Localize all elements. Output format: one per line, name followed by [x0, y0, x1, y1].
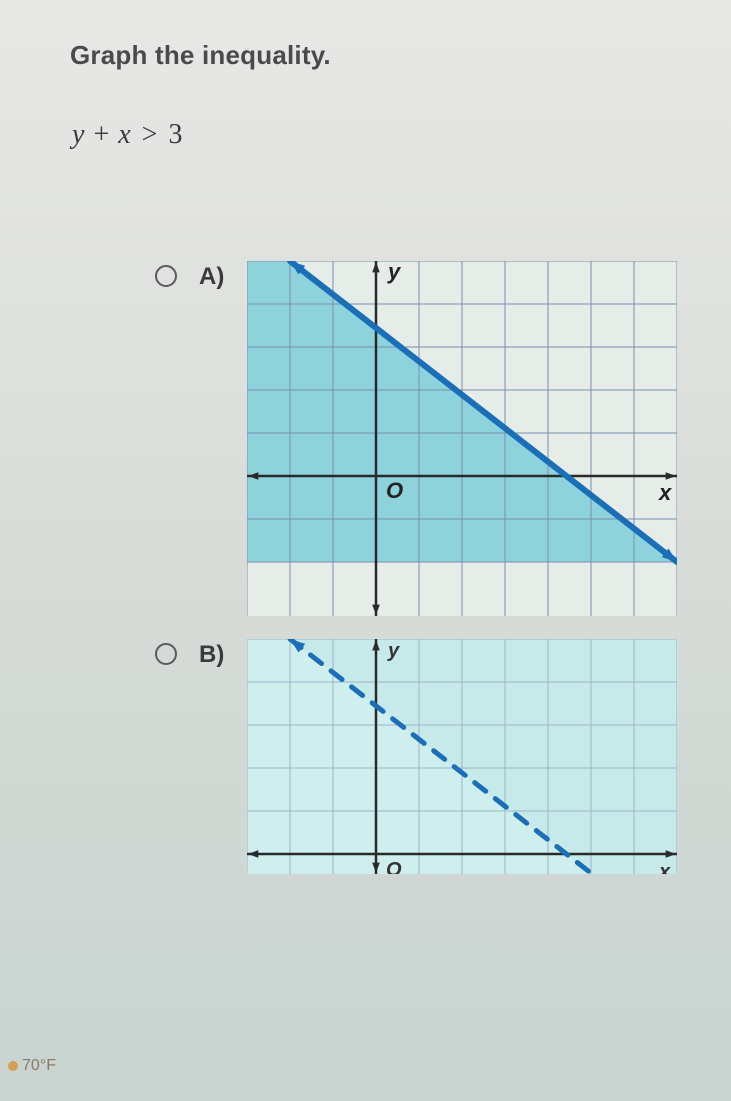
expr-plus: + [93, 119, 109, 150]
option-a-graph: y x O [247, 261, 677, 621]
svg-text:O: O [386, 859, 402, 874]
inequality-expression: y + x > 3 [72, 119, 671, 151]
option-b-row[interactable]: B) y x O [155, 639, 671, 879]
option-b-graph: y x O [247, 639, 677, 879]
radio-icon[interactable] [155, 643, 177, 665]
sun-icon [8, 1061, 18, 1071]
expr-x: x [118, 119, 130, 150]
svg-text:y: y [387, 640, 400, 662]
option-b-label: B) [199, 641, 233, 669]
radio-icon[interactable] [155, 265, 177, 287]
svg-text:x: x [658, 861, 671, 874]
expr-y: y [72, 119, 84, 150]
question-title: Graph the inequality. [70, 40, 671, 71]
option-a-label: A) [199, 263, 233, 291]
option-a-row[interactable]: A) y x O [155, 261, 671, 621]
expr-gt: > [142, 119, 158, 150]
svg-text:y: y [387, 261, 402, 284]
expr-rhs: 3 [168, 119, 182, 150]
svg-text:O: O [386, 478, 403, 503]
temperature-value: 70°F [22, 1057, 56, 1074]
svg-text:x: x [658, 480, 672, 505]
temperature-badge: 70°F [8, 1057, 56, 1075]
